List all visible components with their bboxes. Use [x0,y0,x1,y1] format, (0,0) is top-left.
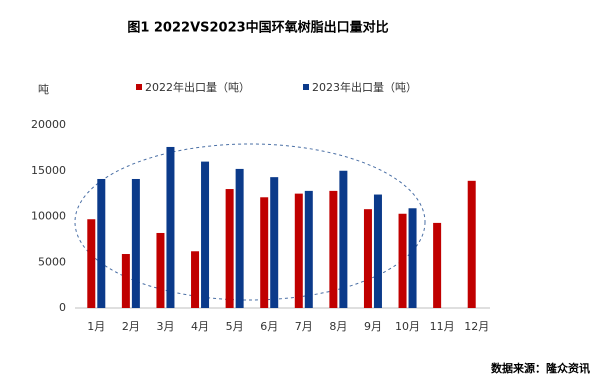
bar [373,194,382,308]
bar [225,189,234,308]
bar [270,177,279,308]
y-tick-label: 20000 [31,118,66,131]
bar [191,251,200,308]
bar [329,190,338,308]
bar [166,146,175,308]
x-tick-label: 10月 [395,320,420,333]
bar [408,208,417,308]
bar [339,170,348,308]
bar [363,209,372,308]
bar [260,197,269,308]
bar [235,168,244,308]
source: 数据来源：隆众资讯 [491,361,590,375]
x-tick-label: 8月 [329,320,347,333]
x-tick-label: 3月 [156,320,174,333]
y-tick-label: 5000 [38,255,66,268]
x-tick-label: 5月 [226,320,244,333]
legend-swatch [303,84,309,90]
y-tick-label: 10000 [31,210,66,223]
x-tick-label: 2月 [122,320,140,333]
bar [87,219,96,308]
bar [97,178,106,308]
y-tick-label: 15000 [31,164,66,177]
bar [201,161,210,308]
legend-label: 2023年出口量（吨） [312,80,417,94]
legend-label: 2022年出口量（吨） [145,80,250,94]
y-tick-label: 0 [59,301,66,314]
x-tick-label: 1月 [87,320,105,333]
highlight-ellipse [74,143,426,301]
chart-title: 图1 2022VS2023中国环氧树脂出口量对比 [127,20,388,36]
bar [294,193,303,308]
x-tick-label: 12月 [464,320,489,333]
bar [467,180,476,308]
y-axis-label: 吨 [38,83,49,96]
x-tick-label: 7月 [295,320,313,333]
x-tick-label: 9月 [364,320,382,333]
x-tick-label: 6月 [260,320,278,333]
bar [131,178,140,308]
legend-swatch [136,84,142,90]
bar [398,213,407,308]
x-tick-label: 4月 [191,320,209,333]
bar [121,254,130,308]
x-tick-label: 11月 [430,320,455,333]
bar [433,222,442,308]
bar [304,190,313,308]
bar [156,232,165,308]
